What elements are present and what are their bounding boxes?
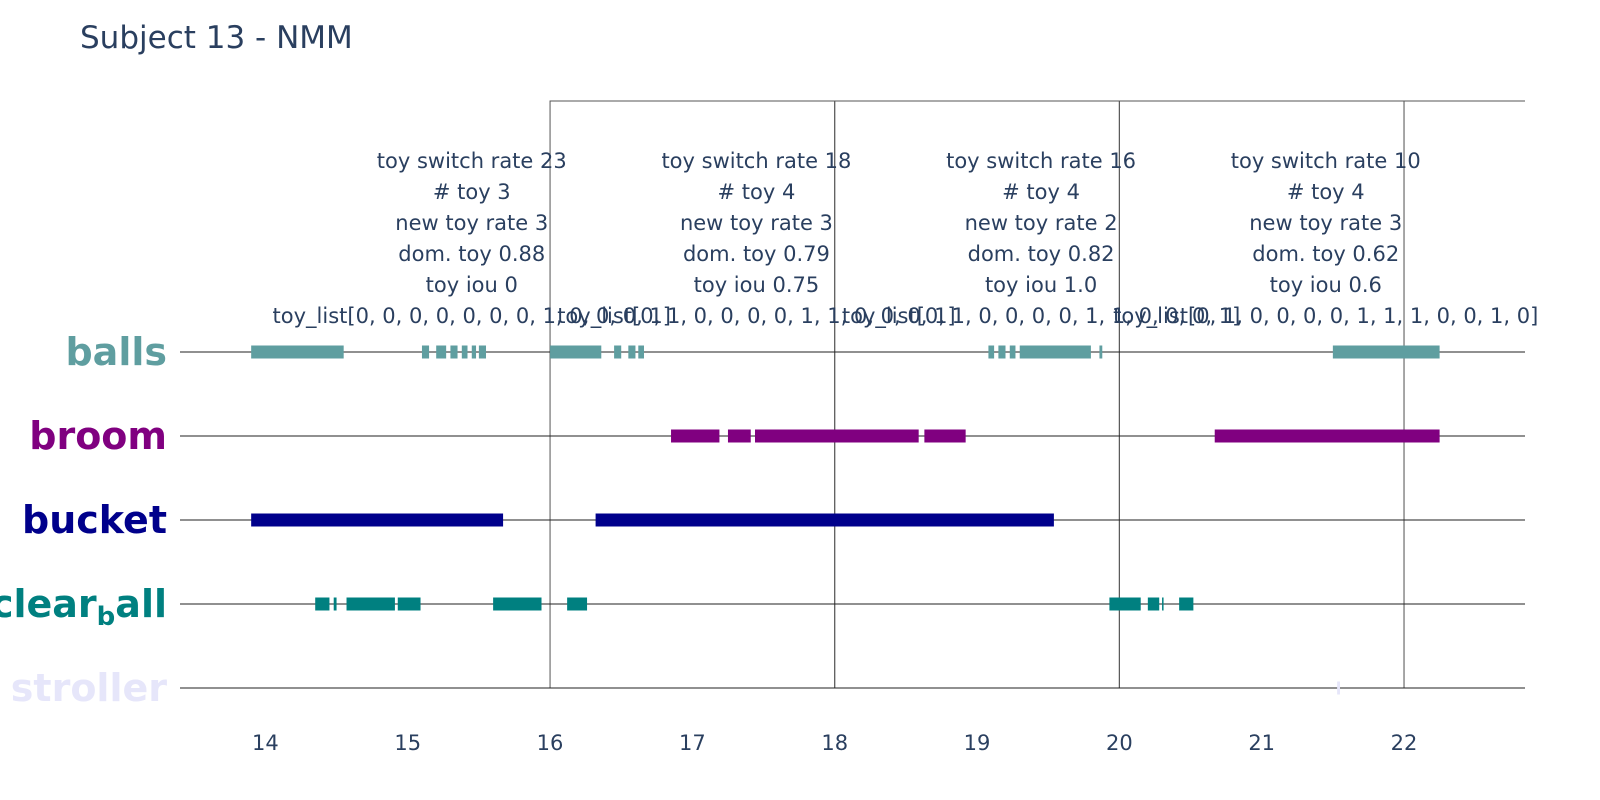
bar-stroller-1 [1337, 681, 1340, 695]
window-1-annotation-5: toy iou 0 [426, 273, 518, 297]
x-tick-20: 20 [1106, 731, 1133, 755]
window-4-annotation-4: dom. toy 0.62 [1252, 242, 1399, 266]
bar-broom-4 [924, 429, 966, 443]
window-2-annotation-6: toy_list[0, 1, 0, 0, 0, 0, 1, 1, 0, 0, 0… [557, 304, 955, 329]
bar-balls-9 [614, 345, 622, 359]
window-boxes [549, 100, 1525, 688]
window-2-annotation-5: toy iou 0.75 [694, 273, 820, 297]
window-4-annotation-1: toy switch rate 10 [1231, 149, 1421, 173]
window-1-annotation-3: new toy rate 3 [395, 211, 548, 235]
window-2-annotation-3: new toy rate 3 [680, 211, 833, 235]
bar-clear_ball-1 [315, 597, 330, 611]
window-4-annotation-6: toy_list[0, 1, 0, 0, 0, 0, 1, 1, 1, 0, 0… [1113, 304, 1538, 329]
bar-clear_ball-10 [1179, 597, 1194, 611]
bar-balls-17 [1332, 345, 1440, 359]
bar-balls-1 [251, 345, 344, 359]
x-tick-22: 22 [1391, 731, 1418, 755]
bar-clear_ball-7 [1109, 597, 1141, 611]
bar-balls-7 [478, 345, 487, 359]
bar-broom-1 [671, 429, 720, 443]
window-box-4 [1403, 100, 1525, 688]
track-label-balls: balls [65, 330, 167, 374]
bar-bucket-2 [595, 513, 1054, 527]
bar-balls-6 [471, 345, 477, 359]
bar-balls-14 [1009, 345, 1016, 359]
window-3-annotation-2: # toy 4 [1002, 180, 1080, 204]
window-1-annotation-4: dom. toy 0.88 [398, 242, 545, 266]
track-label-bucket: bucket [22, 498, 167, 542]
track-label-broom: broom [29, 414, 167, 458]
window-3-annotation-6: toy_list[0, 1, 0, 0, 0, 0, 1, 1, 0, 0, 0… [842, 304, 1240, 329]
bar-balls-11 [638, 345, 644, 359]
x-tick-16: 16 [537, 731, 564, 755]
window-2-annotation-4: dom. toy 0.79 [683, 242, 830, 266]
window-2-annotation-1: toy switch rate 18 [661, 149, 851, 173]
window-4-annotation-5: toy iou 0.6 [1270, 273, 1382, 297]
x-axis-ticks: 14 15 16 17 18 19 20 21 22 [252, 731, 1417, 755]
bar-balls-16 [1099, 345, 1103, 359]
bar-clear_ball-6 [567, 597, 588, 611]
bar-clear_ball-4 [397, 597, 421, 611]
window-4-annotation-2: # toy 4 [1287, 180, 1365, 204]
bar-balls-10 [628, 345, 636, 359]
bar-balls-15 [1019, 345, 1091, 359]
activity-bars [251, 345, 1440, 695]
bar-clear_ball-3 [346, 597, 395, 611]
window-1-annotation-2: # toy 3 [433, 180, 511, 204]
window-2-annotation-2: # toy 4 [718, 180, 796, 204]
bar-balls-12 [988, 345, 995, 359]
bar-clear_ball-2 [333, 597, 337, 611]
window-3-annotation-4: dom. toy 0.82 [968, 242, 1115, 266]
x-tick-19: 19 [964, 731, 991, 755]
bar-balls-3 [436, 345, 447, 359]
window-3-annotation-3: new toy rate 2 [965, 211, 1118, 235]
x-tick-14: 14 [252, 731, 279, 755]
bar-balls-2 [421, 345, 430, 359]
bar-broom-2 [727, 429, 751, 443]
bar-broom-3 [755, 429, 919, 443]
x-tick-18: 18 [821, 731, 848, 755]
bar-balls-4 [450, 345, 458, 359]
window-1-annotation-6: toy_list[0, 0, 0, 0, 0, 0, 0, 1, 0, 0, 0… [273, 304, 671, 329]
window-4-annotation-3: new toy rate 3 [1249, 211, 1402, 235]
bar-clear_ball-9 [1162, 597, 1164, 611]
x-tick-17: 17 [679, 731, 706, 755]
x-tick-21: 21 [1248, 731, 1275, 755]
bar-balls-13 [998, 345, 1006, 359]
x-tick-15: 15 [394, 731, 421, 755]
track-label-stroller: stroller [11, 666, 167, 710]
window-3-annotation-1: toy switch rate 16 [946, 149, 1136, 173]
bar-clear_ball-8 [1147, 597, 1160, 611]
bar-clear_ball-5 [493, 597, 542, 611]
chart-title: Subject 13 - NMM [80, 20, 353, 56]
track-label-clear_ball: clearball [0, 582, 167, 632]
bar-broom-5 [1214, 429, 1440, 443]
bar-balls-5 [461, 345, 468, 359]
window-annotations: toy switch rate 23 # toy 3 new toy rate 3 d… [273, 149, 1539, 329]
bar-balls-8 [550, 345, 602, 359]
window-1-annotation-1: toy switch rate 23 [377, 149, 567, 173]
window-3-annotation-5: toy iou 1.0 [985, 273, 1097, 297]
bar-bucket-1 [251, 513, 504, 527]
